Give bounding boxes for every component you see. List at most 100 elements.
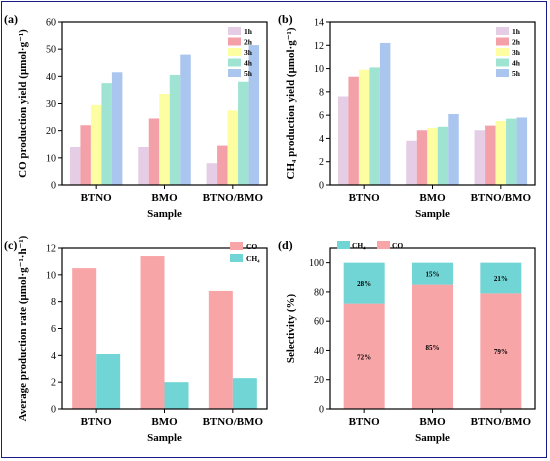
legend-swatch <box>377 241 390 249</box>
legend-label: 2h <box>244 38 253 47</box>
bar-3h-BMO <box>159 93 170 185</box>
x-tick-label: BMO <box>419 192 446 204</box>
y-axis-label: CH₄ production yield (μmol·g⁻¹) <box>285 27 297 179</box>
panel-label: (c) <box>4 238 17 252</box>
x-axis-label: Sample <box>415 432 450 444</box>
legend-label: CO <box>246 242 257 251</box>
x-tick-label: BTNO <box>81 416 113 428</box>
bar-4h-BTNO <box>101 83 112 185</box>
bar-CH₄-BTNO/BMO <box>232 378 257 409</box>
y-tick-label: 8 <box>51 297 56 308</box>
legend-swatch <box>496 69 509 77</box>
data-label: 79% <box>494 348 508 356</box>
bar-5h-BTNO <box>379 42 391 186</box>
x-tick-label: BTNO/BMO <box>203 416 264 428</box>
bar-3h-BTNO <box>90 104 102 185</box>
bar-CO-BTNO/BMO <box>480 293 522 409</box>
data-label: 21% <box>494 275 508 283</box>
bar-2h-BTNO/BMO <box>217 145 228 185</box>
y-tick-label: 0 <box>319 405 324 416</box>
bar-CH₄-BMO <box>412 262 453 285</box>
y-tick-label: 10 <box>314 64 324 75</box>
legend-label: 3h <box>244 48 253 57</box>
bar-2h-BTNO/BMO <box>485 125 496 185</box>
x-tick-label: BTNO <box>81 192 113 204</box>
bar-4h-BTNO/BMO <box>506 118 517 185</box>
bar-5h-BTNO <box>111 72 123 185</box>
y-tick-label: 40 <box>314 346 324 357</box>
bar-3h-BTNO <box>358 69 370 185</box>
x-tick-label: BMO <box>151 416 178 428</box>
y-tick-label: 20 <box>314 375 324 386</box>
bar-2h-BMO <box>416 130 428 185</box>
bar-3h-BMO <box>427 127 438 185</box>
bar-1h-BTNO/BMO <box>206 163 218 185</box>
panel-c: 0 2 4 6 8 10 12 BTNO BMO BTNO/BMO Sample Average pr… <box>4 235 268 444</box>
data-label: 15% <box>426 271 440 279</box>
y-tick-label: 6 <box>51 324 56 335</box>
legend-label: 4h <box>512 59 521 68</box>
data-label: 28% <box>357 280 371 288</box>
x-tick-label: BTNO <box>349 192 381 204</box>
legend-label: 5h <box>244 69 253 78</box>
y-axis-label: Average production rate (μmol·g⁻¹·h⁻¹) <box>17 235 29 421</box>
legend-swatch <box>230 242 243 250</box>
bar-CH₄-BTNO <box>96 353 121 409</box>
y-tick-label: 100 <box>309 258 324 269</box>
bar-1h-BTNO <box>69 146 81 185</box>
bar-5h-BMO <box>448 113 459 185</box>
y-tick-label: 10 <box>46 270 56 281</box>
y-axis-label: Selectivity (%) <box>285 293 297 363</box>
bar-1h-BMO <box>406 140 417 185</box>
legend-swatch <box>337 241 350 249</box>
legend: CO CH₄ <box>230 242 260 263</box>
y-tick-label: 0 <box>319 181 324 192</box>
bar-4h-BTNO <box>369 67 380 185</box>
y-tick-label: 6 <box>319 111 324 122</box>
legend-label: 5h <box>512 69 521 78</box>
y-tick-label: 80 <box>314 287 324 298</box>
panel-label: (d) <box>278 238 293 252</box>
y-tick-label: 60 <box>314 317 324 328</box>
legend-label: 1h <box>512 27 521 36</box>
x-axis-label: Sample <box>415 208 450 220</box>
y-tick-label: 2 <box>51 378 56 389</box>
y-tick-label: 40 <box>46 72 56 83</box>
legend-swatch <box>228 69 241 77</box>
legend-swatch <box>228 58 241 67</box>
bar-2h-BTNO <box>348 76 359 185</box>
bar-4h-BMO <box>169 74 181 185</box>
data-label: 72% <box>357 353 371 361</box>
legend-swatch <box>496 27 509 35</box>
bar-2h-BTNO <box>80 125 91 185</box>
bar-1h-BTNO/BMO <box>474 130 486 185</box>
bar-CO-BMO <box>412 284 453 409</box>
y-tick-label: 12 <box>46 244 56 255</box>
y-tick-label: 8 <box>319 87 324 98</box>
legend-label: CO <box>392 241 403 250</box>
y-tick-label: 50 <box>46 45 56 56</box>
bar-5h-BTNO/BMO <box>516 117 528 185</box>
bar-1h-BMO <box>138 146 149 185</box>
y-tick-label: 12 <box>314 41 324 52</box>
legend-swatch <box>230 254 243 262</box>
bar-4h-BMO <box>437 126 449 185</box>
y-tick-label: 2 <box>319 157 324 168</box>
x-tick-label: BTNO/BMO <box>471 192 532 204</box>
y-tick-label: 60 <box>46 18 56 29</box>
y-tick-label: 0 <box>51 405 56 416</box>
legend-label: 1h <box>244 27 253 36</box>
y-axis-label: CO production yield (μmol·g⁻¹) <box>17 29 29 178</box>
bar-5h-BTNO/BMO <box>248 45 260 185</box>
panel-d: 72% 28% 85% 15% 79% 21% 0 20 40 60 80 100 BTNO BMO BTN… <box>278 238 536 444</box>
x-tick-label: BTNO <box>349 416 381 428</box>
legend: CH₄ CO <box>337 241 403 250</box>
x-tick-label: BTNO/BMO <box>203 192 264 204</box>
legend-swatch <box>496 37 509 46</box>
bar-3h-BTNO/BMO <box>495 120 507 185</box>
legend-swatch <box>228 37 241 46</box>
bar-5h-BMO <box>180 54 191 185</box>
legend-swatch <box>496 58 509 67</box>
